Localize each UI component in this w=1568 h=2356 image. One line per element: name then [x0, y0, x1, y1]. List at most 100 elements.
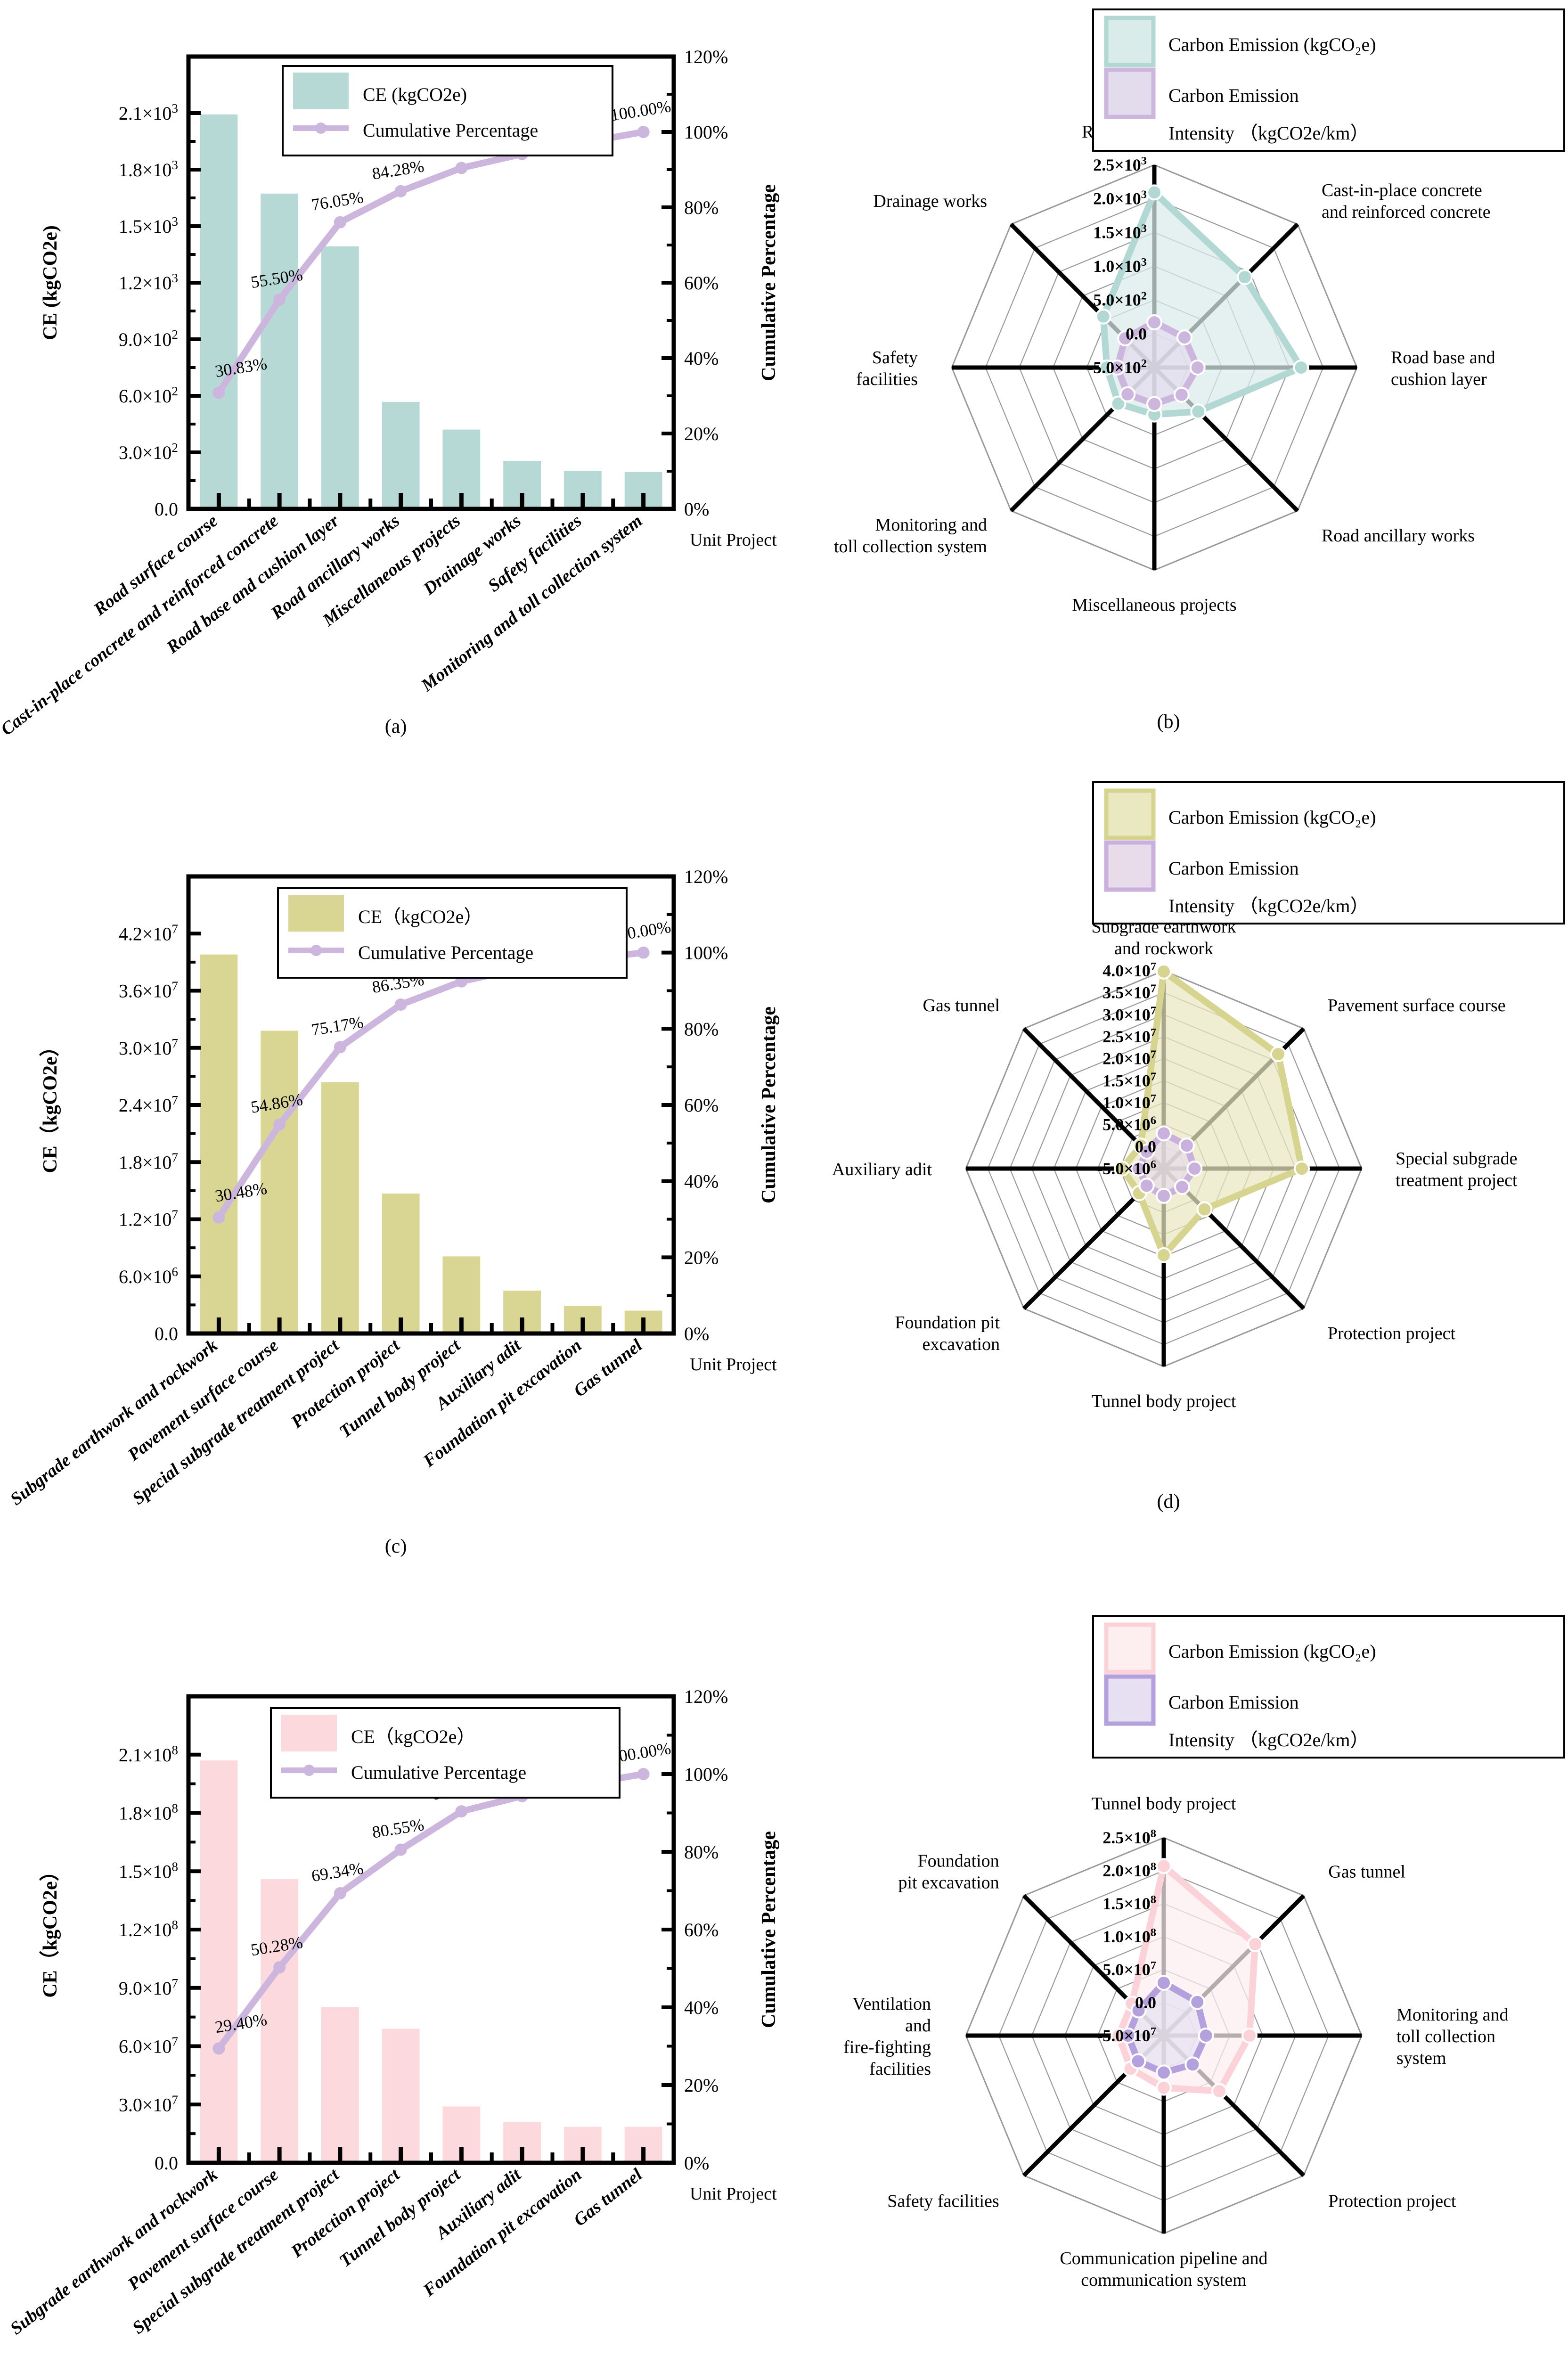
radar-category-label: Monitoring and toll collection system: [1396, 2005, 1508, 2068]
cumulative-point: [212, 2042, 225, 2055]
y-axis-title: CE（kgCO2e）: [39, 1861, 61, 1997]
radar-point: [1119, 386, 1136, 402]
svg-text:2.0×107: 2.0×107: [1102, 1048, 1156, 1068]
radar-point: [1156, 963, 1172, 980]
radar-category-label: Foundation pit excavation: [898, 1851, 999, 1893]
svg-text:6.0×102: 6.0×102: [119, 384, 178, 407]
x-axis-title: Unit Project: [690, 2184, 777, 2204]
bar: [200, 1760, 238, 2163]
y2-tick-label: 0%: [684, 2152, 709, 2174]
svg-text:3.5×107: 3.5×107: [1102, 982, 1156, 1002]
svg-text:0.0: 0.0: [155, 1323, 178, 1344]
x-category-label: Cast-in-place concrete and reinforced co…: [0, 511, 282, 739]
svg-text:6.0×107: 6.0×107: [119, 2035, 178, 2057]
x-category-label: Gas tunnel: [570, 2165, 646, 2230]
radar-legend-label-2a: Carbon Emission: [1168, 858, 1299, 879]
cumulative-point: [394, 185, 407, 197]
panel-d-radar: 4.0×107 3.5×107 3.0×107 2.5×107 2.0×107 1.5×1…: [792, 773, 1568, 1536]
radar-category-label: Auxiliary adit: [832, 1160, 932, 1179]
panel-caption: (b): [1157, 711, 1180, 733]
svg-text:4.2×107: 4.2×107: [119, 922, 178, 944]
svg-text:0.0: 0.0: [1135, 1993, 1156, 2012]
y2-tick-label: 120%: [684, 46, 728, 67]
x-category-label: Gas tunnel: [570, 1335, 646, 1401]
bar: [321, 246, 359, 509]
bar: [200, 114, 238, 509]
svg-text:1.0×108: 1.0×108: [1102, 1926, 1156, 1947]
bar: [382, 2029, 420, 2163]
legend-line-marker: [310, 945, 322, 956]
svg-text:3.0×107: 3.0×107: [119, 2093, 178, 2115]
chart-c: 0.0 6.0×106 1.2×107 1.8×107 2.4×107 3.0×107 3.…: [7, 866, 780, 1557]
radar-point: [1130, 2002, 1147, 2019]
radar-legend-swatch-2: [1104, 840, 1156, 892]
svg-text:2.0×103: 2.0×103: [1093, 188, 1147, 208]
svg-text:3.0×107: 3.0×107: [119, 1036, 178, 1059]
svg-text:2.4×107: 2.4×107: [119, 1093, 178, 1116]
radar-point: [1196, 1201, 1213, 1218]
y2-tick-label: 80%: [684, 197, 719, 218]
radar-category-label: Protection project: [1328, 1324, 1456, 1343]
radar-point: [1109, 360, 1126, 376]
bar: [261, 1031, 299, 1333]
radar-b: 2.5×103 2.0×103 1.5×103 1.0×103 5.0×102 0.0 -5…: [834, 8, 1565, 733]
svg-text:5.0×106: 5.0×106: [1102, 1114, 1156, 1134]
cumulative-label: 84.28%: [371, 156, 425, 183]
legend-bar-label: CE（kgCO2e）: [358, 906, 482, 927]
y2-tick-label: 120%: [684, 866, 728, 887]
y2-tick-label: 80%: [684, 1018, 719, 1039]
cumulative-point: [212, 386, 225, 399]
svg-text:2.0×108: 2.0×108: [1102, 1860, 1156, 1881]
radar-category-label: Tunnel body project: [1092, 1794, 1236, 1814]
radar-legend-box: [1092, 8, 1565, 152]
svg-text:0.0: 0.0: [1126, 324, 1147, 343]
y2-tick-label: 40%: [684, 348, 719, 369]
y2-axis-title: Cumulative Percentage: [758, 1831, 780, 2028]
radar-point: [1211, 2083, 1227, 2099]
y2-tick-label: 60%: [684, 272, 719, 294]
panel-b-radar: 2.5×103 2.0×103 1.5×103 1.0×103 5.0×102 0.0 -5…: [792, 0, 1568, 754]
svg-text:5.0×107: 5.0×107: [1102, 1959, 1156, 1980]
radar-point: [1247, 1936, 1264, 1952]
y2-axis-title: Cumulative Percentage: [758, 184, 780, 381]
legend-line-label: Cumulative Percentage: [351, 1762, 526, 1783]
cumulative-point: [455, 162, 468, 174]
y2-tick-label: 0%: [684, 1323, 709, 1344]
svg-text:3.0×102: 3.0×102: [119, 441, 178, 463]
radar-category-label: Ventilation and fire-fighting facilities: [843, 1994, 931, 2079]
svg-text:-5.0×106: -5.0×106: [1097, 1158, 1156, 1178]
bar: [261, 1879, 299, 2163]
radar-point: [1198, 2028, 1214, 2044]
radar-point: [1156, 1247, 1172, 1263]
bar: [382, 401, 420, 509]
bar: [261, 193, 299, 509]
svg-text:2.5×108: 2.5×108: [1102, 1827, 1156, 1848]
radar-point: [1189, 360, 1206, 376]
cumulative-point: [394, 1843, 407, 1856]
cumulative-point: [212, 1211, 225, 1224]
radar-category-label: Safety facilities: [856, 348, 918, 389]
panel-e-pareto: 0.0 3.0×107 6.0×107 9.0×107 1.2×108 1.5×108 1.…: [0, 1602, 801, 2356]
panel-caption: (d): [1157, 1491, 1180, 1513]
svg-text:1.5×108: 1.5×108: [1102, 1893, 1156, 1914]
cumulative-point: [273, 1961, 286, 1974]
legend-line-label: Cumulative Percentage: [358, 942, 533, 963]
radar-point: [1293, 360, 1309, 376]
radar-category-label: Tunnel body project: [1092, 1391, 1236, 1411]
panel-caption: (a): [385, 716, 407, 737]
cumulative-point: [273, 1118, 286, 1131]
radar-point: [1176, 329, 1192, 346]
x-category-label: Protection project: [287, 2164, 404, 2262]
radar-category-label: Protection project: [1328, 2191, 1456, 2211]
radar-point: [1186, 1161, 1203, 1177]
radar-legend-label-1: Carbon Emission (kgCO₂e): [1168, 34, 1376, 55]
svg-text:4.0×107: 4.0×107: [1102, 960, 1156, 981]
y2-tick-label: 100%: [684, 1764, 728, 1785]
svg-text:1.8×107: 1.8×107: [119, 1150, 178, 1173]
radar-point: [1146, 314, 1162, 330]
radar-category-label: Gas tunnel: [1328, 1862, 1405, 1882]
y-axis-title: CE (kgCO2e): [40, 225, 61, 340]
svg-text:0.0: 0.0: [155, 2152, 178, 2174]
y2-tick-label: 40%: [684, 1997, 719, 2018]
